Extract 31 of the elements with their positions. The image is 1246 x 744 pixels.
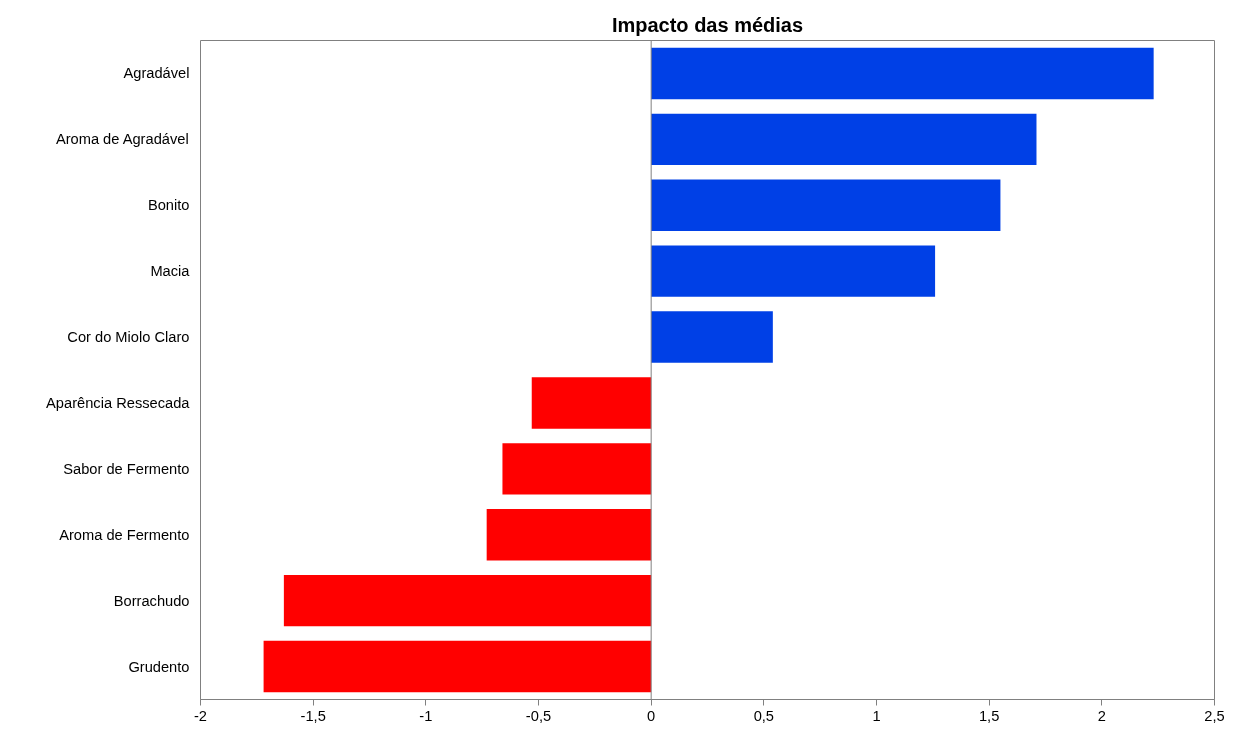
bar <box>502 443 652 495</box>
bar <box>651 113 1037 166</box>
bar <box>651 47 1154 100</box>
x-tick-label: -1,5 <box>300 707 326 724</box>
x-tick-label: 1,5 <box>978 707 1000 724</box>
y-tick-label: Borrachudo <box>113 592 190 609</box>
y-tick-label: Aparência Ressecada <box>46 394 191 411</box>
y-tick-label: Aroma de Fermento <box>59 526 190 543</box>
x-tick-label: 0 <box>647 707 656 724</box>
x-tick-label: -0,5 <box>525 707 552 724</box>
bar <box>486 509 652 561</box>
bar <box>531 377 652 429</box>
y-tick-label: Agradável <box>123 65 190 82</box>
y-tick-label: Macia <box>150 263 191 280</box>
bar <box>283 574 652 627</box>
x-tick-label: 2,5 <box>1204 707 1225 724</box>
x-tick-label: 2 <box>1097 707 1106 724</box>
y-tick-label: Aroma de Agradável <box>55 131 189 148</box>
bar <box>651 179 1001 231</box>
x-tick-label: 0,5 <box>753 707 775 724</box>
y-tick-label: Grudento <box>128 658 190 675</box>
bar <box>651 245 936 297</box>
chart-title: Impacto das médias <box>611 13 804 36</box>
x-tick-label: -2 <box>193 707 208 724</box>
x-tick-label: 1 <box>872 707 881 724</box>
x-tick-label: -1 <box>419 707 433 724</box>
y-tick-label: Bonito <box>147 197 190 214</box>
bar <box>651 311 773 363</box>
y-tick-label: Sabor de Fermento <box>63 460 190 477</box>
y-tick-label: Cor do Miolo Claro <box>67 329 190 346</box>
bar <box>263 640 652 693</box>
